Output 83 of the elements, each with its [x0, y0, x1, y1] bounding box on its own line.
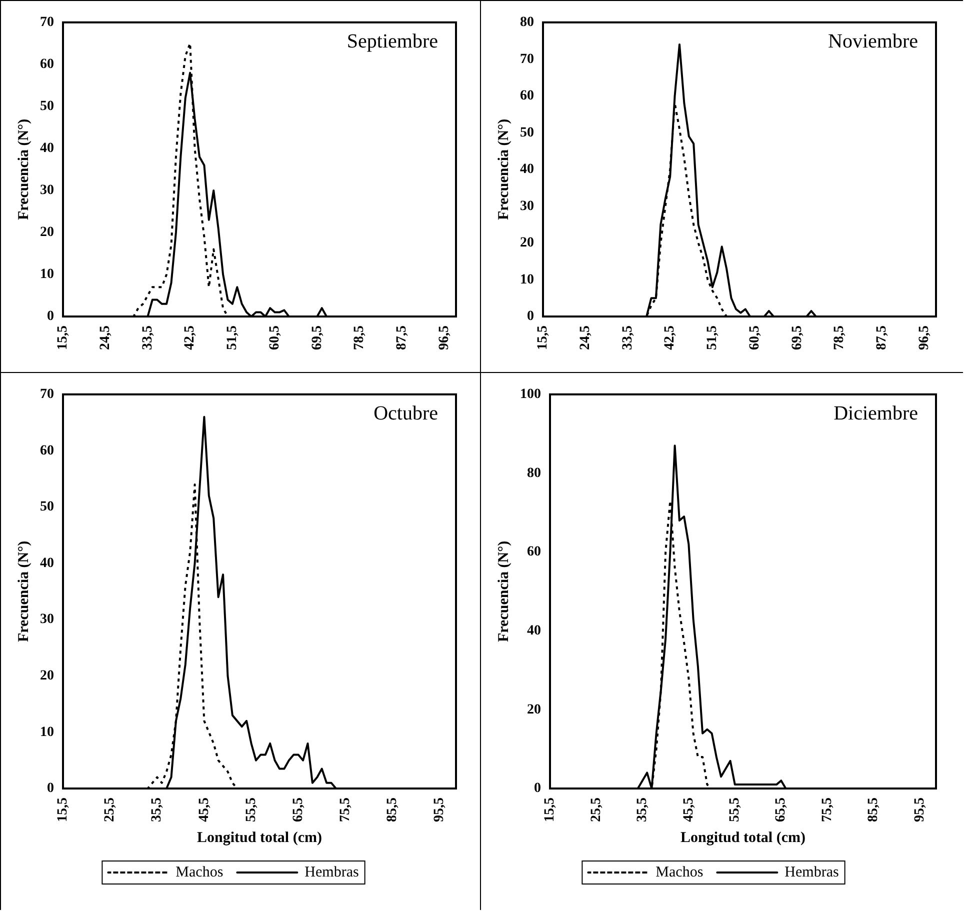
y-tick-label: 30 [520, 198, 534, 214]
y-tick-label: 10 [40, 267, 54, 282]
x-tick-label: 60,5 [267, 326, 282, 350]
x-tick-label: 65,5 [774, 798, 789, 822]
x-tick-label: 24,5 [578, 326, 593, 350]
x-tick-label: 15,5 [56, 798, 71, 822]
y-tick-label: 40 [520, 162, 534, 178]
y-tick-label: 10 [520, 272, 534, 288]
y-tick-label: 30 [40, 183, 54, 198]
y-tick-label: 60 [40, 57, 54, 72]
y-axis-title: Frecuencia (N°) [16, 540, 32, 642]
y-tick-label: 0 [47, 781, 54, 796]
y-axis-title: Frecuencia (N°) [496, 118, 512, 220]
x-tick-label: 25,5 [102, 798, 118, 822]
y-tick-label: 60 [40, 443, 54, 458]
y-tick-label: 80 [520, 15, 534, 30]
x-tick-label: 78,5 [832, 326, 848, 350]
x-tick-label: 95,5 [912, 798, 928, 822]
legend-label: Machos [656, 864, 704, 880]
x-tick-label: 96,5 [916, 326, 932, 350]
x-tick-label: 78,5 [352, 326, 368, 350]
y-tick-label: 50 [40, 99, 54, 114]
x-tick-label: 85,5 [385, 798, 400, 822]
x-tick-label: 33,5 [620, 326, 636, 350]
legend-label: Hembras [304, 864, 359, 880]
y-tick-label: 0 [527, 309, 534, 324]
y-tick-label: 40 [40, 556, 54, 571]
x-tick-label: 69,5 [790, 326, 805, 350]
y-tick-label: 60 [520, 88, 534, 104]
x-axis-title: Longitud total (cm) [680, 830, 806, 846]
x-tick-label: 69,5 [310, 326, 325, 350]
chart-title: Septiembre [346, 30, 438, 53]
x-tick-label: 75,5 [820, 798, 835, 822]
x-axis-title: Longitud total (cm) [197, 830, 322, 846]
y-tick-label: 30 [40, 612, 54, 628]
x-tick-label: 45,5 [196, 798, 212, 822]
y-tick-label: 50 [40, 500, 54, 515]
y-axis-title: Frecuencia (N°) [496, 540, 512, 642]
y-tick-label: 40 [527, 623, 541, 638]
x-tick-label: 51,5 [705, 326, 720, 350]
x-tick-label: 15,5 [56, 326, 71, 350]
x-tick-label: 35,5 [150, 798, 165, 822]
x-tick-label: 24,5 [98, 326, 113, 350]
x-tick-label: 60,5 [747, 326, 762, 350]
chart-title: Diciembre [834, 402, 918, 425]
y-tick-label: 80 [527, 466, 541, 481]
y-tick-label: 20 [520, 236, 534, 251]
legend-label: Machos [176, 864, 224, 880]
y-tick-label: 20 [40, 668, 54, 684]
chart-title: Octubre [374, 402, 438, 425]
x-tick-label: 95,5 [432, 798, 448, 822]
y-tick-label: 20 [527, 702, 541, 718]
x-tick-label: 45,5 [681, 798, 696, 822]
x-tick-label: 96,5 [436, 326, 452, 350]
x-tick-label: 15,5 [536, 326, 551, 350]
y-tick-label: 70 [40, 15, 54, 30]
x-tick-label: 75,5 [338, 798, 354, 822]
legend-label: Hembras [784, 864, 839, 880]
x-tick-label: 42,5 [662, 326, 678, 350]
x-tick-label: 42,5 [182, 326, 198, 350]
x-tick-label: 55,5 [728, 798, 743, 822]
x-tick-label: 33,5 [140, 326, 156, 350]
y-tick-label: 50 [520, 125, 534, 140]
y-tick-label: 60 [527, 544, 541, 560]
y-tick-label: 0 [47, 309, 54, 324]
chart-title: Noviembre [828, 30, 918, 53]
y-tick-label: 10 [40, 724, 54, 740]
x-tick-label: 35,5 [635, 798, 650, 822]
x-tick-label: 25,5 [588, 798, 604, 822]
x-tick-label: 65,5 [290, 798, 306, 822]
x-tick-label: 87,5 [874, 326, 890, 350]
y-axis-title: Frecuencia (N°) [16, 118, 32, 220]
y-tick-label: 40 [40, 141, 54, 156]
y-tick-label: 0 [534, 781, 541, 796]
x-tick-label: 51,5 [225, 326, 240, 350]
y-tick-label: 70 [40, 387, 54, 402]
y-tick-label: 20 [40, 225, 54, 240]
x-tick-label: 85,5 [866, 798, 882, 822]
y-tick-label: 100 [520, 387, 541, 402]
x-tick-label: 55,5 [244, 798, 259, 822]
x-tick-label: 15,5 [542, 798, 558, 822]
x-tick-label: 87,5 [394, 326, 410, 350]
y-tick-label: 70 [520, 52, 534, 67]
